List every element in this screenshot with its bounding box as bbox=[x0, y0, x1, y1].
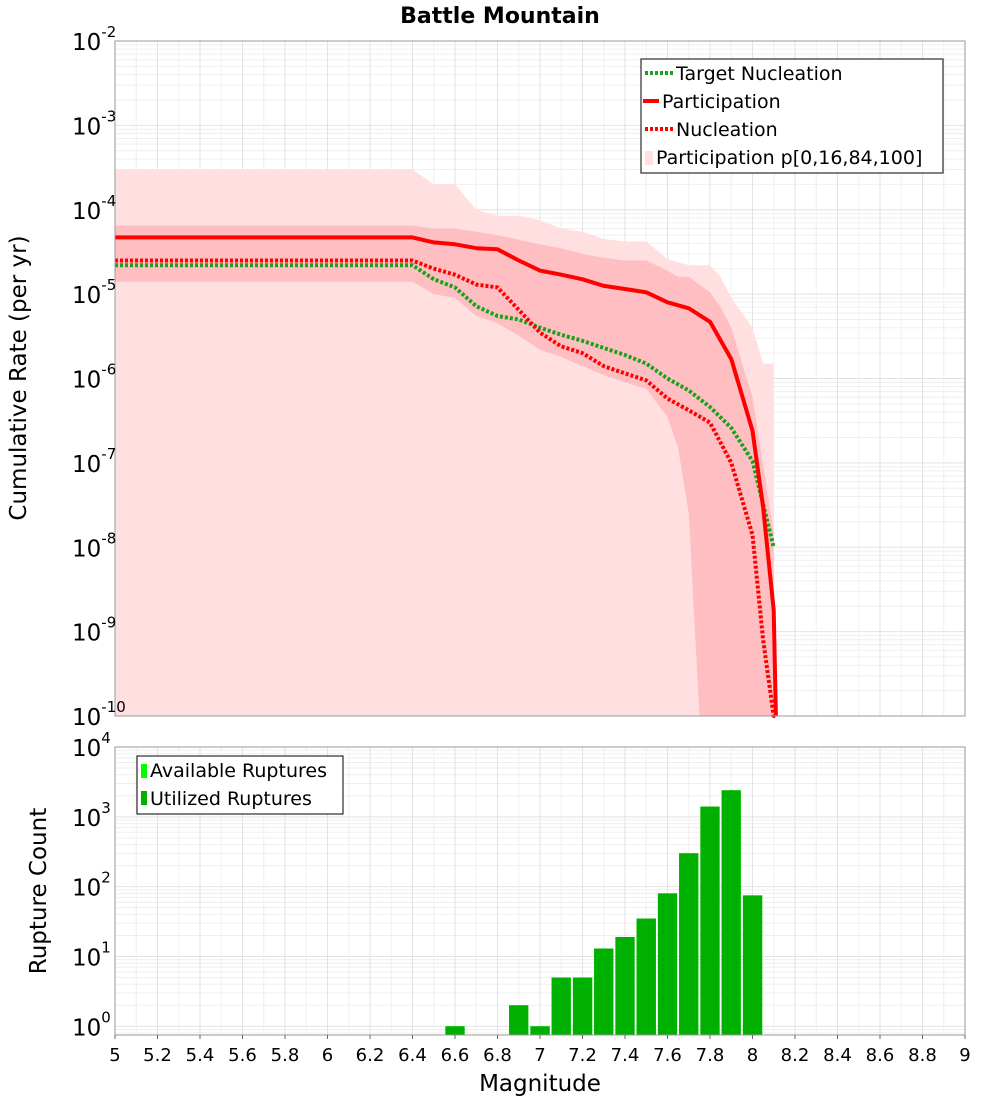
utilized-rupture-bar bbox=[721, 790, 741, 1035]
top-y-tick-label: 10-9 bbox=[72, 614, 116, 647]
utilized-rupture-bar bbox=[572, 977, 593, 1035]
x-tick-label: 8.4 bbox=[823, 1045, 852, 1066]
x-tick-label: 8.6 bbox=[866, 1045, 895, 1066]
x-tick-label: 5 bbox=[109, 1045, 120, 1066]
utilized-rupture-bar bbox=[657, 893, 678, 1035]
x-tick-label: 6 bbox=[322, 1045, 333, 1066]
top-y-tick-label: 10-8 bbox=[72, 529, 116, 562]
utilized-rupture-bar bbox=[594, 948, 614, 1035]
x-tick-label: 5.8 bbox=[271, 1045, 300, 1066]
top-plot: 10-2 10-3 10-4 10-5 10-6 10-7 10-8 10-9 10-10 Ta… bbox=[72, 23, 966, 731]
chart-title: Battle Mountain bbox=[400, 4, 600, 29]
bottom-y-tick-label: 100 bbox=[72, 1008, 111, 1041]
legend-label-available-ruptures: Available Ruptures bbox=[150, 760, 327, 782]
target-nucleation-line bbox=[115, 263, 776, 548]
top-y-tick-label: 10-5 bbox=[72, 276, 116, 309]
x-tick-label: 8.2 bbox=[781, 1045, 810, 1066]
x-tick-label: 6.6 bbox=[441, 1045, 470, 1066]
top-y-tick-label: 10-4 bbox=[72, 192, 116, 225]
top-y-tick-label: 10-6 bbox=[72, 361, 116, 394]
bottom-y-axis-label: Rupture Count bbox=[26, 808, 52, 974]
top-lines bbox=[115, 235, 778, 718]
x-tick-label: 5.2 bbox=[143, 1045, 172, 1066]
top-legend-box bbox=[640, 58, 944, 174]
legend-swatch-available-ruptures bbox=[141, 764, 147, 778]
bottom-plot: 104 103 102 101 100 5 5.2 5.4 5.6 5.8 6 6.2 6.4 6.6 6… bbox=[72, 729, 971, 1066]
top-bands bbox=[115, 169, 774, 716]
participation-band-inner bbox=[115, 225, 774, 716]
participation-line bbox=[115, 235, 778, 717]
top-y-tick-label: 10-10 bbox=[72, 698, 126, 731]
legend-swatch-utilized-ruptures bbox=[141, 791, 147, 805]
top-plot-frame bbox=[114, 40, 966, 717]
legend-label-nucleation: Nucleation bbox=[676, 119, 778, 141]
x-tick-label: 6.8 bbox=[483, 1045, 512, 1066]
legend-swatch-participation-band bbox=[645, 151, 653, 165]
legend-label-participation-band: Participation p[0,16,84,100] bbox=[656, 147, 922, 169]
top-y-axis-label: Cumulative Rate (per yr) bbox=[6, 235, 32, 520]
legend-label-participation: Participation bbox=[662, 91, 781, 113]
utilized-rupture-bar bbox=[636, 918, 656, 1035]
top-y-tick-label: 10-7 bbox=[72, 445, 116, 478]
bottom-legend: Available Ruptures Utilized Ruptures bbox=[136, 755, 344, 815]
utilized-rupture-bar bbox=[551, 977, 571, 1035]
x-tick-label: 5.6 bbox=[228, 1045, 257, 1066]
nucleation-line bbox=[115, 258, 776, 718]
bottom-y-tick-label: 103 bbox=[72, 799, 111, 832]
x-axis-label: Magnitude bbox=[479, 1071, 601, 1097]
x-tick-label: 7.6 bbox=[653, 1045, 682, 1066]
top-y-tick-label: 10-3 bbox=[72, 107, 116, 140]
x-tick-label: 8.8 bbox=[908, 1045, 937, 1066]
x-tick-label: 7.4 bbox=[611, 1045, 640, 1066]
x-ticks: 5 5.2 5.4 5.6 5.8 6 6.2 6.4 6.6 6.8 7 7.2 7.4 7.6 7.8 8… bbox=[109, 1035, 971, 1066]
top-y-ticks: 10-2 10-3 10-4 10-5 10-6 10-7 10-8 10-9 10-10 bbox=[72, 23, 126, 731]
utilized-rupture-bar bbox=[700, 806, 720, 1035]
x-tick-label: 6.4 bbox=[398, 1045, 427, 1066]
bottom-legend-box bbox=[136, 755, 344, 815]
x-tick-label: 7.8 bbox=[696, 1045, 725, 1066]
utilized-rupture-bar bbox=[509, 1005, 529, 1035]
bottom-y-tick-label: 104 bbox=[72, 729, 111, 762]
top-y-tick-label: 10-2 bbox=[72, 23, 116, 56]
utilized-rupture-bar bbox=[530, 1026, 550, 1035]
x-tick-label: 6.2 bbox=[356, 1045, 385, 1066]
x-tick-label: 8 bbox=[747, 1045, 758, 1066]
x-tick-label: 7.2 bbox=[568, 1045, 597, 1066]
bottom-y-ticks: 104 103 102 101 100 bbox=[72, 729, 111, 1041]
bottom-y-tick-label: 101 bbox=[72, 938, 111, 971]
utilized-rupture-bar bbox=[679, 853, 699, 1035]
utilized-rupture-bar bbox=[742, 895, 763, 1035]
bottom-bars bbox=[445, 790, 763, 1035]
utilized-rupture-bar bbox=[615, 937, 635, 1035]
x-tick-label: 7 bbox=[534, 1045, 545, 1066]
legend-label-target-nucleation: Target Nucleation bbox=[675, 63, 843, 85]
x-tick-label: 5.4 bbox=[186, 1045, 215, 1066]
utilized-rupture-bar bbox=[445, 1026, 465, 1035]
x-tick-label: 9 bbox=[959, 1045, 970, 1066]
top-legend: Target Nucleation Participation Nucleati… bbox=[640, 58, 944, 174]
legend-label-utilized-ruptures: Utilized Ruptures bbox=[150, 788, 312, 810]
bottom-y-tick-label: 102 bbox=[72, 869, 111, 902]
